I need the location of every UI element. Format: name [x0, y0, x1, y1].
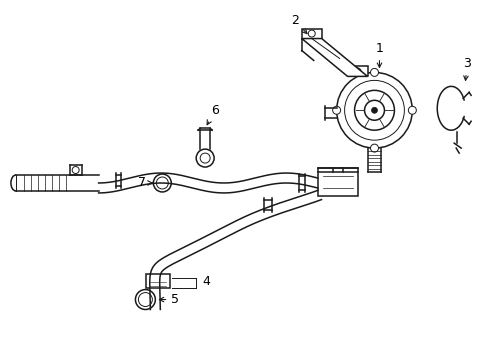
Text: 1: 1 — [375, 42, 383, 67]
Circle shape — [308, 30, 315, 37]
FancyBboxPatch shape — [318, 168, 358, 196]
Circle shape — [370, 144, 378, 152]
Text: 5: 5 — [159, 293, 179, 306]
Circle shape — [135, 289, 155, 310]
FancyBboxPatch shape — [347, 67, 368, 76]
Text: 7: 7 — [138, 176, 152, 189]
Circle shape — [365, 100, 385, 120]
Polygon shape — [302, 39, 368, 76]
Text: 4: 4 — [202, 275, 210, 288]
Circle shape — [337, 72, 413, 148]
Circle shape — [333, 106, 341, 114]
Text: 6: 6 — [207, 104, 219, 125]
Circle shape — [196, 149, 214, 167]
Text: 2: 2 — [291, 14, 307, 33]
Circle shape — [370, 68, 378, 76]
Circle shape — [371, 107, 377, 113]
Circle shape — [408, 106, 416, 114]
Circle shape — [354, 68, 361, 75]
Circle shape — [72, 167, 79, 174]
Circle shape — [355, 90, 394, 130]
FancyBboxPatch shape — [147, 274, 171, 288]
Text: 3: 3 — [463, 57, 471, 80]
Circle shape — [153, 174, 172, 192]
FancyBboxPatch shape — [302, 28, 322, 39]
